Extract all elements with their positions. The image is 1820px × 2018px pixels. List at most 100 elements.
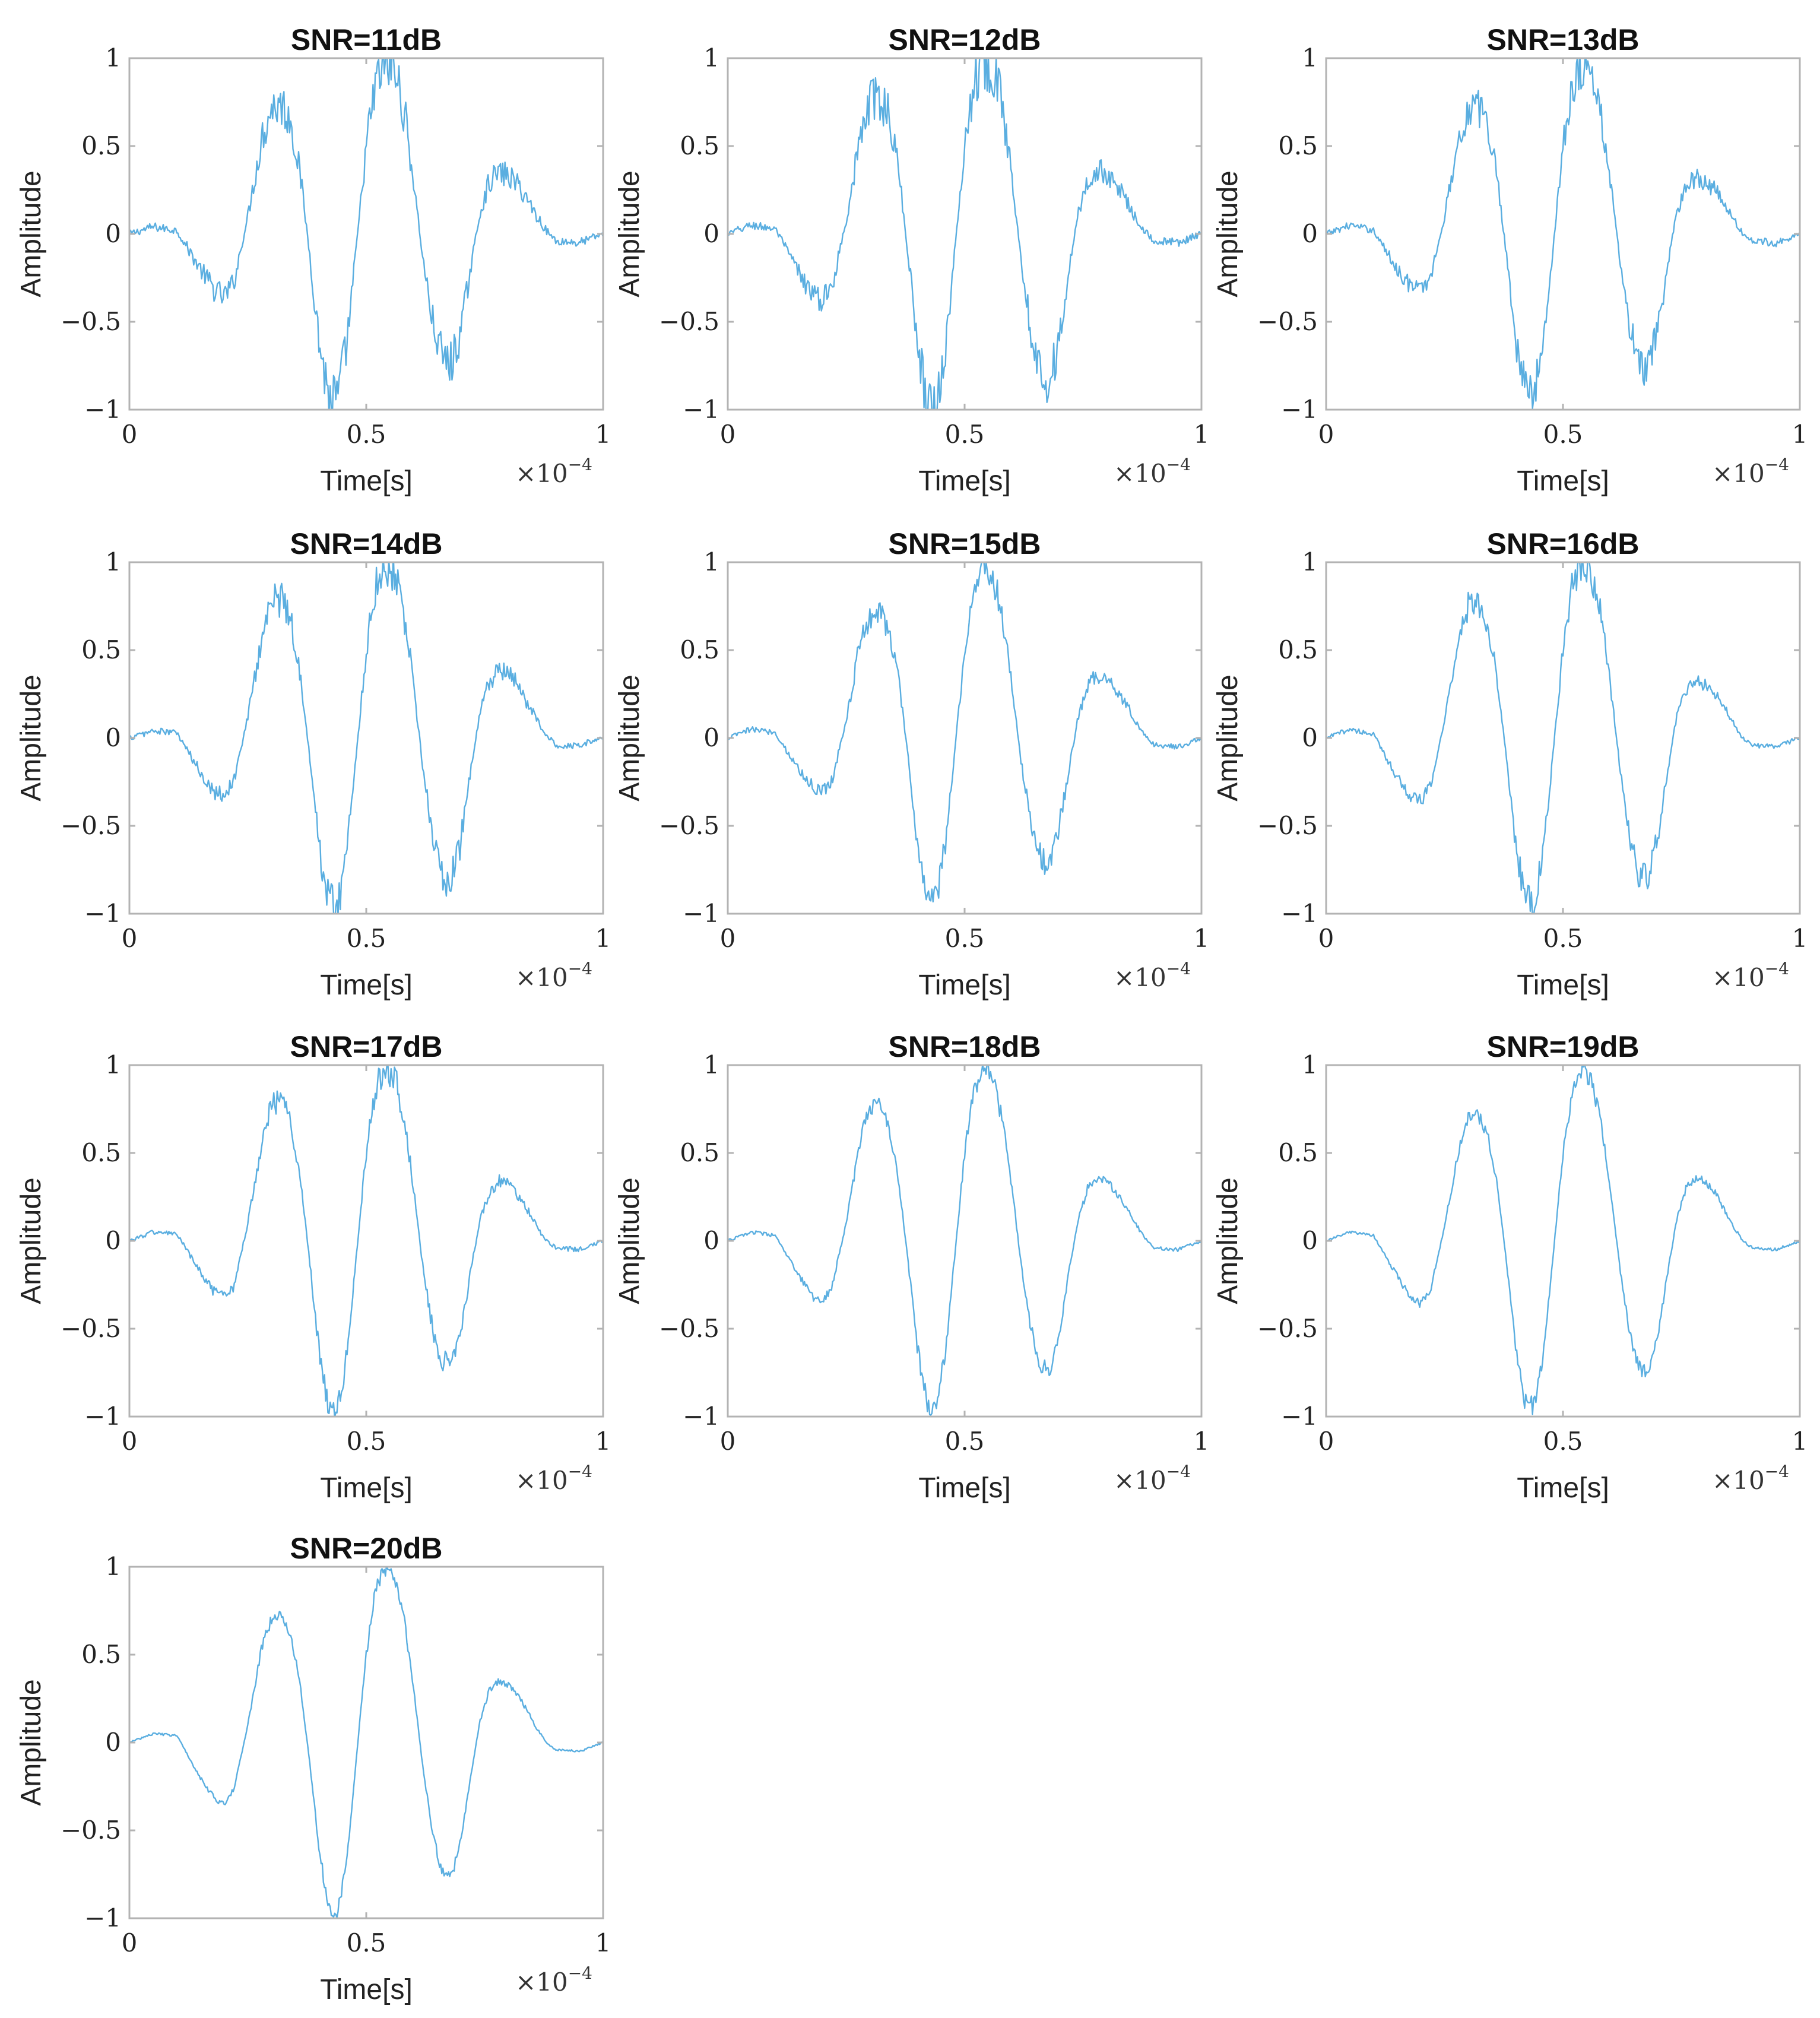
y-tick-label: −0.5 <box>659 307 719 336</box>
y-axis-label: Amplitude <box>614 674 645 801</box>
x-tick-label: 1 <box>1792 924 1808 953</box>
y-tick-label: 0 <box>703 219 719 248</box>
y-tick-label: 1 <box>1302 1050 1318 1079</box>
y-tick-label: 1 <box>1302 43 1318 72</box>
y-tick-label: −1 <box>1281 395 1318 424</box>
signal-line <box>1326 58 1800 410</box>
y-tick-label: −1 <box>1281 1402 1318 1431</box>
y-tick-label: 1 <box>1302 547 1318 576</box>
y-tick-label: −1 <box>1281 899 1318 928</box>
x-tick-label: 1 <box>595 420 611 449</box>
x-multiplier: ×10−4 <box>1114 455 1191 488</box>
signal-line <box>129 1065 603 1417</box>
signal-line <box>728 58 1201 410</box>
x-axis-label: Time[s] <box>320 465 413 497</box>
y-tick-label: −0.5 <box>61 307 121 336</box>
y-tick-label: −1 <box>683 1402 719 1431</box>
chart-title: SNR=12dB <box>888 23 1041 56</box>
x-multiplier: ×10−4 <box>1114 1462 1191 1495</box>
y-tick-label: −0.5 <box>1257 811 1318 840</box>
y-axis-label: Amplitude <box>15 170 47 297</box>
y-axis-label: Amplitude <box>1212 1177 1244 1304</box>
axes-frame <box>727 1064 1203 1418</box>
chart-title: SNR=11dB <box>291 23 442 56</box>
y-tick-label: −0.5 <box>659 811 719 840</box>
y-tick-label: 0.5 <box>1278 131 1318 160</box>
y-tick-label: 0.5 <box>1278 635 1318 664</box>
y-tick-label: −0.5 <box>1257 307 1318 336</box>
x-tick-label: 0 <box>122 1928 138 1957</box>
x-multiplier: ×10−4 <box>515 1462 592 1495</box>
x-tick-label: 1 <box>595 924 611 953</box>
x-tick-label: 0.5 <box>347 1928 386 1957</box>
x-multiplier: ×10−4 <box>1712 455 1789 488</box>
x-tick-label: 0 <box>122 420 138 449</box>
x-tick-label: 0 <box>1318 420 1334 449</box>
y-tick-label: 0 <box>703 1226 719 1255</box>
x-axis-label: Time[s] <box>1517 1472 1609 1504</box>
y-tick-label: 0 <box>105 219 121 248</box>
axes-frame <box>727 561 1203 915</box>
y-tick-label: 0.5 <box>81 1640 121 1669</box>
x-axis-label: Time[s] <box>320 1974 413 2006</box>
x-tick-label: 0.5 <box>1543 924 1583 953</box>
chart-title: SNR=20dB <box>290 1532 442 1565</box>
y-tick-label: 1 <box>105 43 121 72</box>
x-tick-label: 1 <box>1792 1427 1808 1456</box>
y-axis-label: Amplitude <box>15 1177 47 1304</box>
x-tick-label: 0.5 <box>347 1427 386 1456</box>
axes-frame <box>128 1064 604 1418</box>
y-tick-label: −0.5 <box>61 1314 121 1343</box>
y-tick-label: 1 <box>703 547 719 576</box>
y-tick-label: −0.5 <box>61 811 121 840</box>
chart-title: SNR=13dB <box>1486 23 1639 56</box>
y-tick-label: 0.5 <box>680 131 719 160</box>
x-tick-label: 1 <box>1792 420 1808 449</box>
chart-title: SNR=17dB <box>290 1030 442 1063</box>
axes-frame <box>128 57 604 411</box>
signal-line <box>129 58 603 410</box>
axes-frame <box>1325 57 1801 411</box>
x-tick-label: 0 <box>122 924 138 953</box>
y-tick-label: 0.5 <box>81 635 121 664</box>
y-tick-label: −1 <box>683 395 719 424</box>
x-tick-label: 0.5 <box>1543 420 1583 449</box>
x-multiplier: ×10−4 <box>1712 959 1789 992</box>
y-tick-label: 0 <box>105 1728 121 1757</box>
y-tick-label: 1 <box>703 43 719 72</box>
x-tick-label: 1 <box>595 1928 611 1957</box>
y-tick-label: 0.5 <box>81 1138 121 1167</box>
chart-title: SNR=19dB <box>1486 1030 1639 1063</box>
x-tick-label: 0 <box>122 1427 138 1456</box>
x-axis-label: Time[s] <box>320 970 413 1001</box>
x-tick-label: 0.5 <box>945 1427 985 1456</box>
y-tick-label: −1 <box>683 899 719 928</box>
x-tick-label: 0.5 <box>347 420 386 449</box>
y-axis-label: Amplitude <box>15 1679 47 1805</box>
signal-line <box>1326 562 1800 914</box>
y-tick-label: 0.5 <box>81 131 121 160</box>
x-axis-label: Time[s] <box>1517 465 1609 497</box>
x-tick-label: 1 <box>595 1427 611 1456</box>
y-tick-label: 0 <box>105 1226 121 1255</box>
x-tick-label: 1 <box>1194 924 1210 953</box>
axes-frame <box>1325 1064 1801 1418</box>
signal-line <box>1326 1065 1800 1415</box>
y-tick-label: 0 <box>703 723 719 752</box>
chart-title: SNR=16dB <box>1486 527 1639 560</box>
x-multiplier: ×10−4 <box>1114 959 1191 992</box>
x-multiplier: ×10−4 <box>515 1963 592 1997</box>
y-tick-label: 0 <box>1302 1226 1318 1255</box>
y-tick-label: 1 <box>105 1050 121 1079</box>
x-tick-label: 0 <box>720 1427 736 1456</box>
y-axis-label: Amplitude <box>614 1177 645 1304</box>
signal-line <box>129 562 603 914</box>
y-tick-label: −1 <box>84 395 121 424</box>
chart-title: SNR=18dB <box>888 1030 1041 1063</box>
y-tick-label: 0 <box>1302 723 1318 752</box>
